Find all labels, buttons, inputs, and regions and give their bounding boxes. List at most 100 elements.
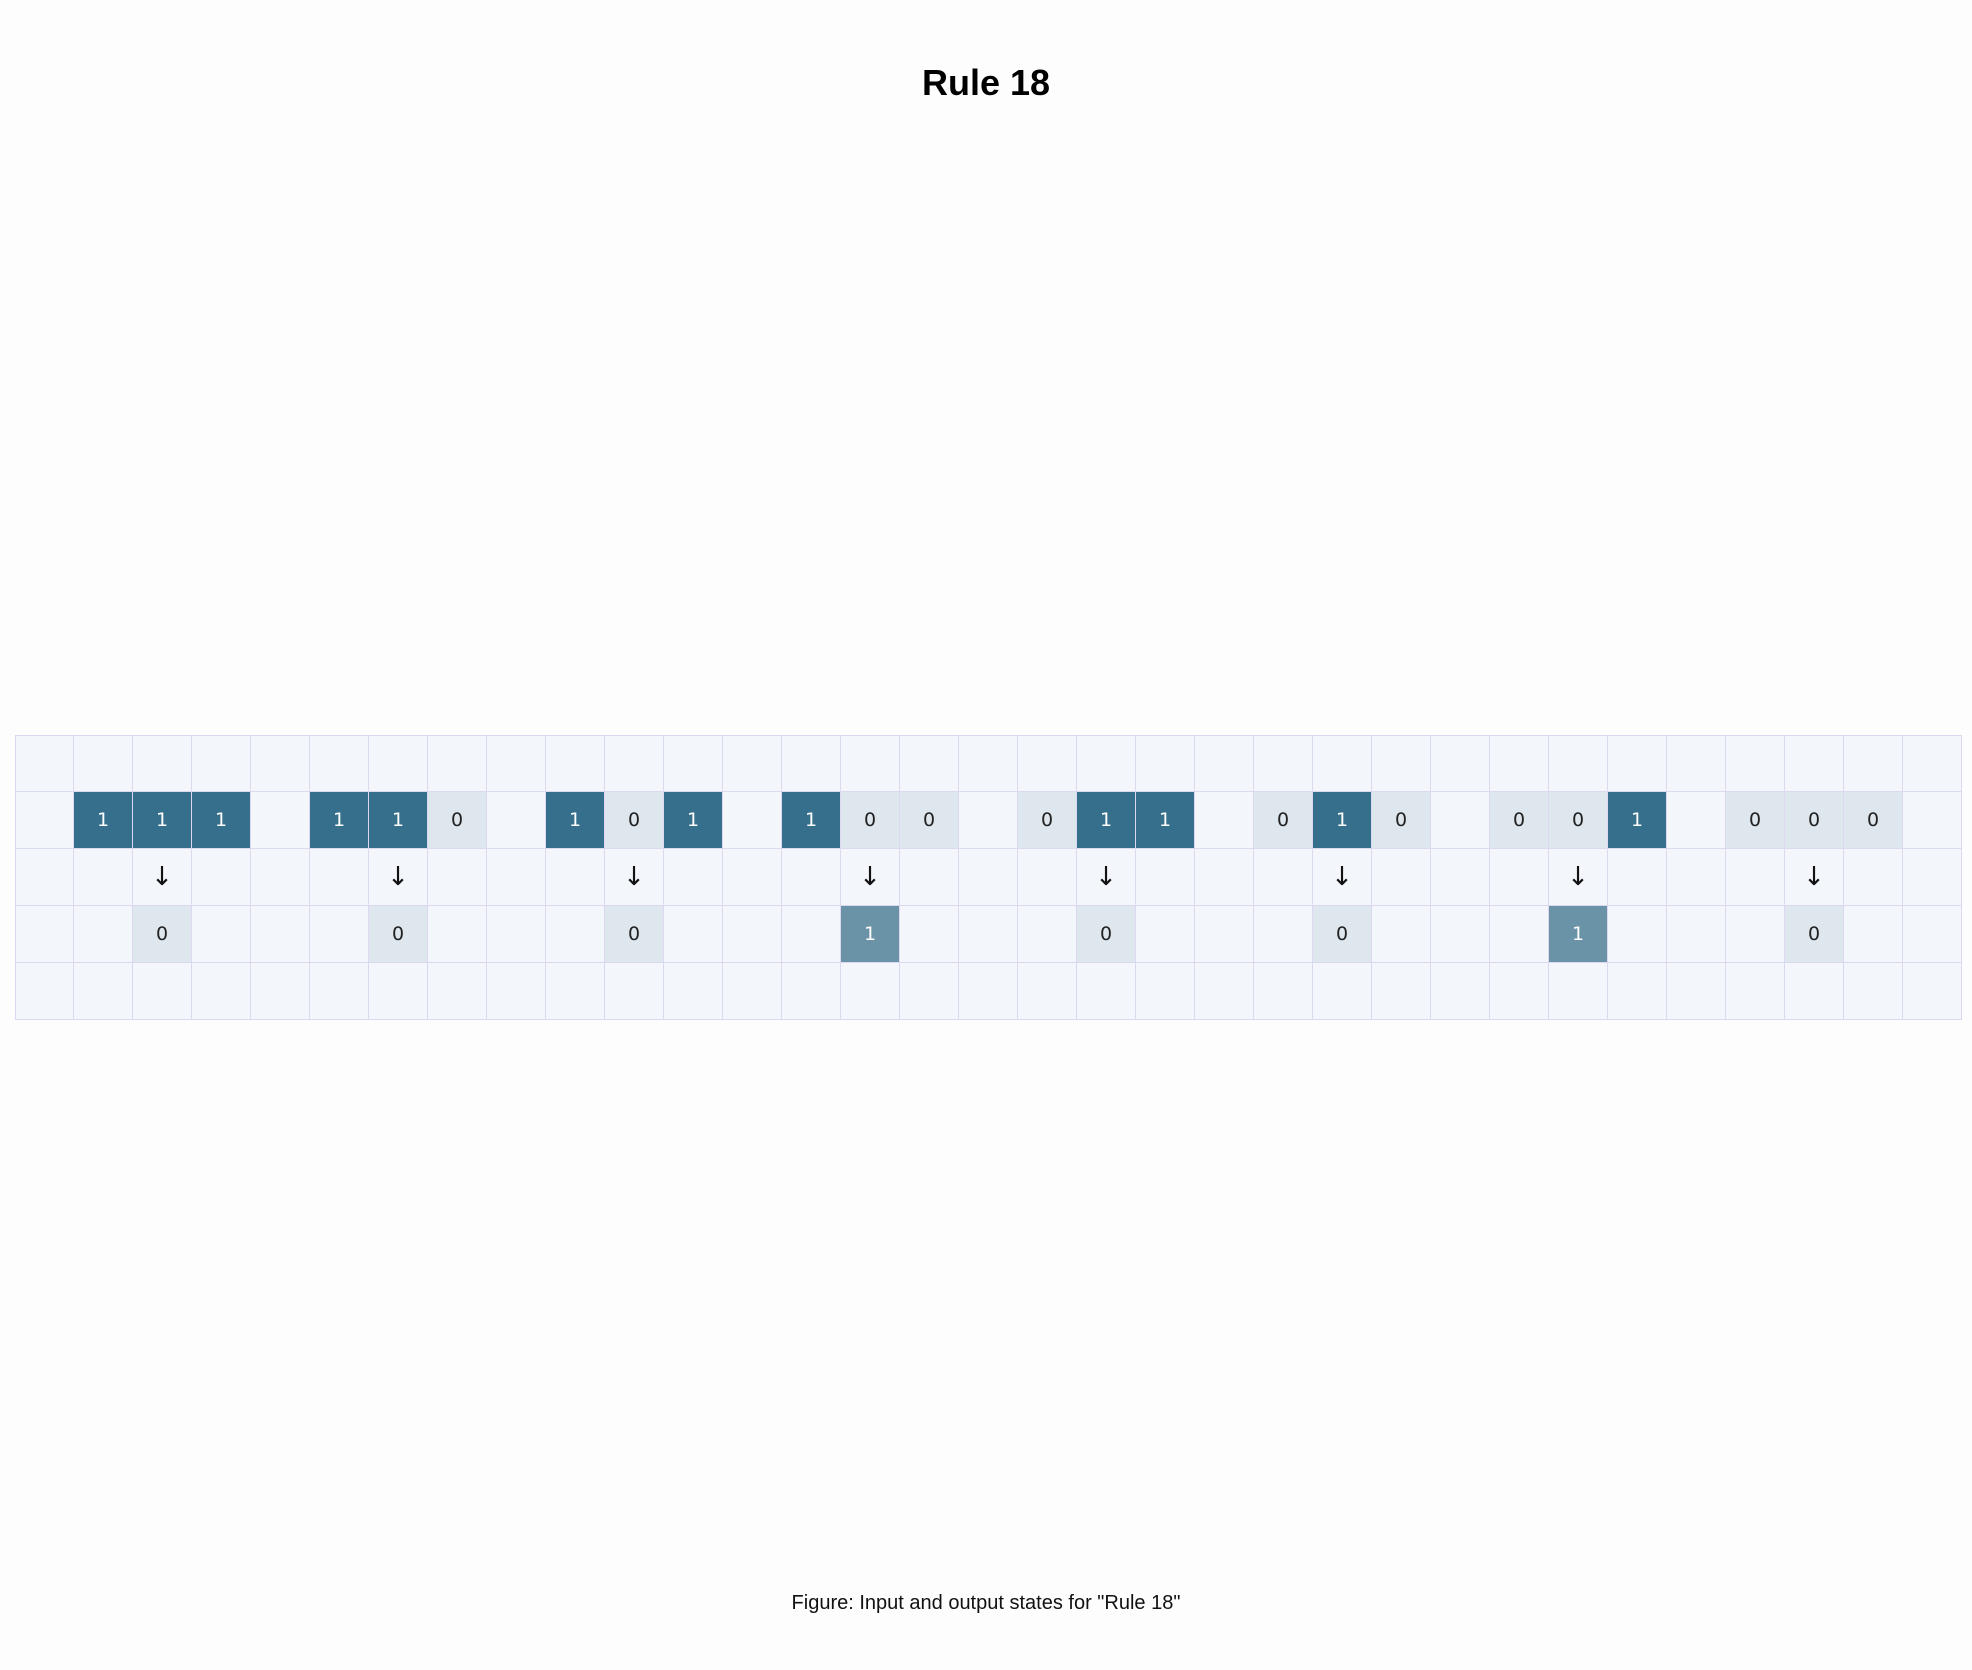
input-cell: 1: [664, 792, 723, 849]
grid-cell: [1077, 735, 1136, 792]
grid-cell: [1726, 849, 1785, 906]
grid-cell: [1667, 792, 1726, 849]
grid-cell: [1372, 849, 1431, 906]
grid-cell: [310, 849, 369, 906]
grid-cell: [1195, 849, 1254, 906]
grid-cell: [1431, 735, 1490, 792]
grid-cell: [546, 963, 605, 1020]
grid-cell: [1136, 963, 1195, 1020]
grid-cell: [605, 963, 664, 1020]
down-arrow-icon: ↓: [841, 849, 900, 906]
input-cell: 1: [192, 792, 251, 849]
grid-cell: [1313, 735, 1372, 792]
output-cell: 0: [605, 906, 664, 963]
grid-cell: [664, 735, 723, 792]
grid-cell: [369, 735, 428, 792]
grid-cell: [15, 963, 74, 1020]
grid-cell: [428, 849, 487, 906]
grid-cell: [1490, 735, 1549, 792]
input-cell: 1: [1136, 792, 1195, 849]
grid-cell: [1903, 792, 1962, 849]
grid-cell: [310, 963, 369, 1020]
input-cell: 0: [1785, 792, 1844, 849]
grid-cell: [428, 906, 487, 963]
grid-cell: [1195, 906, 1254, 963]
input-cell: 0: [1549, 792, 1608, 849]
grid-cell: [133, 735, 192, 792]
grid-cell: [1903, 849, 1962, 906]
output-cell: 1: [841, 906, 900, 963]
down-arrow-icon: ↓: [1313, 849, 1372, 906]
grid-cell: [487, 906, 546, 963]
grid-cell: [15, 906, 74, 963]
grid-cell: [1726, 906, 1785, 963]
grid-cell: [74, 735, 133, 792]
grid-cell: [192, 735, 251, 792]
grid-cell: [1077, 963, 1136, 1020]
grid-cell: [487, 849, 546, 906]
grid-cell: [1667, 906, 1726, 963]
grid-cell: [1195, 963, 1254, 1020]
grid-cell: [1549, 735, 1608, 792]
grid-cell: [1313, 963, 1372, 1020]
grid-cell: [664, 849, 723, 906]
grid-cell: [74, 963, 133, 1020]
input-cell: 0: [1844, 792, 1903, 849]
input-cell: 0: [1490, 792, 1549, 849]
input-cell: 0: [1726, 792, 1785, 849]
grid-cell: [1195, 735, 1254, 792]
rule-grid: 1 1 1 1 1 0 1 0 1 1 0 0 0 1 1 0 1 0 0 0 1 0 0 0 ↓ ↓ ↓ ↓ ↓ ↓ ↓ ↓ 0 0 0 1 0 0 1 0: [15, 735, 1962, 1020]
grid-cell: [1254, 849, 1313, 906]
output-cell: 0: [369, 906, 428, 963]
grid-cell: [959, 906, 1018, 963]
down-arrow-icon: ↓: [133, 849, 192, 906]
grid-cell: [1018, 735, 1077, 792]
grid-cell: [251, 849, 310, 906]
input-cell: 0: [1018, 792, 1077, 849]
grid-cell: [15, 735, 74, 792]
grid-cell: [1549, 963, 1608, 1020]
grid-cell: [723, 849, 782, 906]
input-cell: 0: [1372, 792, 1431, 849]
grid-cell: [1195, 792, 1254, 849]
grid-cell: [900, 735, 959, 792]
grid-cell: [1844, 963, 1903, 1020]
grid-cell: [723, 906, 782, 963]
grid-cell: [192, 963, 251, 1020]
grid-cell: [1490, 906, 1549, 963]
grid-cell: [74, 906, 133, 963]
grid-cell: [959, 735, 1018, 792]
grid-cell: [1431, 849, 1490, 906]
grid-cell: [15, 792, 74, 849]
grid-cell: [900, 906, 959, 963]
output-cell: 1: [1549, 906, 1608, 963]
input-cell: 1: [1313, 792, 1372, 849]
grid-cell: [605, 735, 664, 792]
grid-cell: [1254, 735, 1313, 792]
grid-cell: [1431, 963, 1490, 1020]
grid-cell: [1844, 906, 1903, 963]
grid-cell: [1136, 849, 1195, 906]
grid-cell: [1490, 963, 1549, 1020]
grid-cell: [1018, 849, 1077, 906]
grid-cell: [74, 849, 133, 906]
grid-cell: [1785, 963, 1844, 1020]
down-arrow-icon: ↓: [605, 849, 664, 906]
grid-cell: [1608, 906, 1667, 963]
grid-cell: [1431, 906, 1490, 963]
input-cell: 1: [1608, 792, 1667, 849]
down-arrow-icon: ↓: [369, 849, 428, 906]
grid-cell: [487, 792, 546, 849]
grid-cell: [1726, 963, 1785, 1020]
grid-cell: [1903, 906, 1962, 963]
grid-cell: [251, 792, 310, 849]
grid-cell: [1254, 906, 1313, 963]
grid-cell: [1844, 849, 1903, 906]
grid-cell: [1726, 735, 1785, 792]
grid-cell: [782, 963, 841, 1020]
grid-cell: [251, 963, 310, 1020]
grid-cell: [723, 963, 782, 1020]
grid-cell: [192, 849, 251, 906]
grid-cell: [1372, 735, 1431, 792]
grid-cell: [664, 906, 723, 963]
